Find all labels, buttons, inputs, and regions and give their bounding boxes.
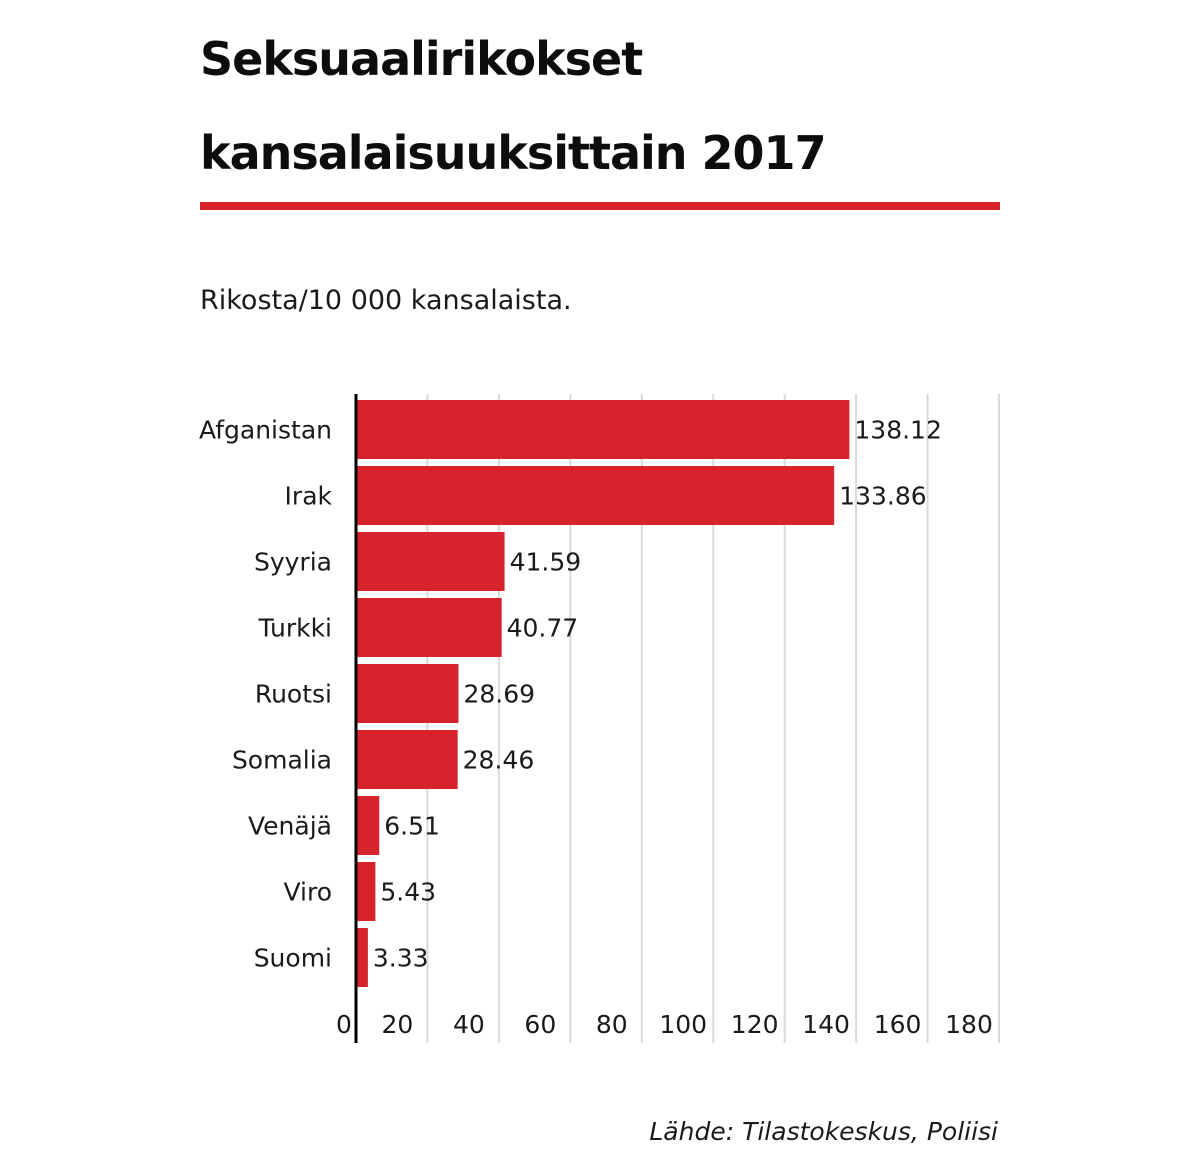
x-tick-label: 40 bbox=[453, 1010, 485, 1039]
data-label: 28.69 bbox=[463, 680, 535, 709]
data-label: 5.43 bbox=[380, 878, 436, 907]
data-label: 40.77 bbox=[507, 614, 579, 643]
data-label: 3.33 bbox=[373, 944, 429, 973]
x-tick-labels: 0 20 40 60 80 100 120 140 160 180 bbox=[336, 1010, 993, 1039]
bar bbox=[357, 664, 459, 723]
category-label: Afganistan bbox=[199, 416, 332, 445]
x-tick-label: 100 bbox=[659, 1010, 707, 1039]
bar bbox=[357, 862, 376, 921]
category-label: Irak bbox=[285, 482, 333, 511]
x-tick-label: 60 bbox=[524, 1010, 556, 1039]
chart-title-line-2: kansalaisuuksittain 2017 bbox=[200, 126, 827, 180]
chart-title-line-1: Seksuaalirikokset bbox=[200, 32, 643, 86]
bar bbox=[357, 466, 835, 525]
bar bbox=[357, 730, 458, 789]
data-label: 41.59 bbox=[510, 548, 582, 577]
chart-title: Seksuaalirikokset kansalaisuuksittain 20… bbox=[200, 12, 1020, 200]
x-tick-label: 180 bbox=[945, 1010, 993, 1039]
bar bbox=[357, 532, 505, 591]
category-label: Viro bbox=[283, 878, 332, 907]
category-label: Ruotsi bbox=[255, 680, 332, 709]
data-labels: 138.12 133.86 41.59 40.77 28.69 28.46 6.51 5.43… bbox=[373, 416, 942, 973]
bars bbox=[357, 400, 850, 987]
x-tick-label: 0 bbox=[336, 1010, 352, 1039]
category-label: Suomi bbox=[254, 944, 332, 973]
data-label: 133.86 bbox=[839, 482, 926, 511]
data-label: 28.46 bbox=[463, 746, 535, 775]
bar bbox=[357, 796, 380, 855]
bar bbox=[357, 598, 502, 657]
chart-subtitle: Rikosta/10 000 kansalaista. bbox=[200, 285, 572, 316]
category-label: Syyria bbox=[254, 548, 332, 577]
x-tick-label: 160 bbox=[874, 1010, 922, 1039]
category-labels: Afganistan Irak Syyria Turkki Ruotsi Somalia V… bbox=[199, 416, 333, 973]
x-tick-label: 120 bbox=[731, 1010, 779, 1039]
x-tick-label: 140 bbox=[802, 1010, 850, 1039]
x-tick-label: 20 bbox=[382, 1010, 414, 1039]
bar bbox=[357, 400, 850, 459]
category-label: Somalia bbox=[232, 746, 332, 775]
title-underline bbox=[200, 202, 1000, 210]
category-label: Turkki bbox=[258, 614, 333, 643]
data-label: 138.12 bbox=[854, 416, 941, 445]
category-label: Venäjä bbox=[248, 812, 332, 841]
bar bbox=[357, 928, 368, 987]
data-label: 6.51 bbox=[384, 812, 440, 841]
source-note: Lähde: Tilastokeskus, Poliisi bbox=[649, 1117, 998, 1146]
x-tick-label: 80 bbox=[596, 1010, 628, 1039]
